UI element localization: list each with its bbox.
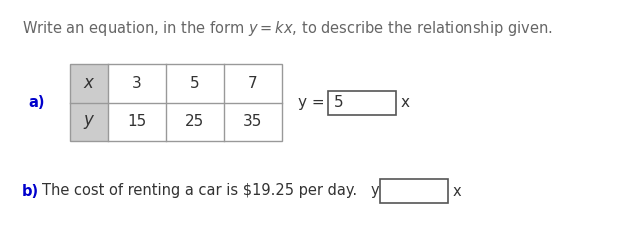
Text: y =: y = bbox=[298, 95, 330, 110]
Text: 5: 5 bbox=[334, 95, 343, 110]
Text: 3: 3 bbox=[132, 76, 142, 91]
Text: $y$: $y$ bbox=[83, 113, 95, 131]
Text: 25: 25 bbox=[186, 114, 205, 129]
Text: The cost of renting a car is $19.25 per day.   y =: The cost of renting a car is $19.25 per … bbox=[42, 184, 401, 199]
Bar bbox=[380, 179, 448, 203]
Bar bbox=[70, 64, 282, 141]
Text: 35: 35 bbox=[243, 114, 263, 129]
Text: a): a) bbox=[28, 95, 45, 110]
Text: b): b) bbox=[22, 184, 39, 199]
Bar bbox=[70, 64, 108, 141]
Text: Write an equation, in the form $y = kx$, to describe the relationship given.: Write an equation, in the form $y = kx$,… bbox=[22, 19, 553, 38]
Text: x: x bbox=[401, 95, 410, 110]
Text: 7: 7 bbox=[248, 76, 258, 91]
Text: 15: 15 bbox=[127, 114, 147, 129]
Text: $x$: $x$ bbox=[83, 75, 95, 92]
Text: 5: 5 bbox=[190, 76, 200, 91]
Bar bbox=[328, 91, 396, 114]
Text: x: x bbox=[453, 184, 461, 199]
